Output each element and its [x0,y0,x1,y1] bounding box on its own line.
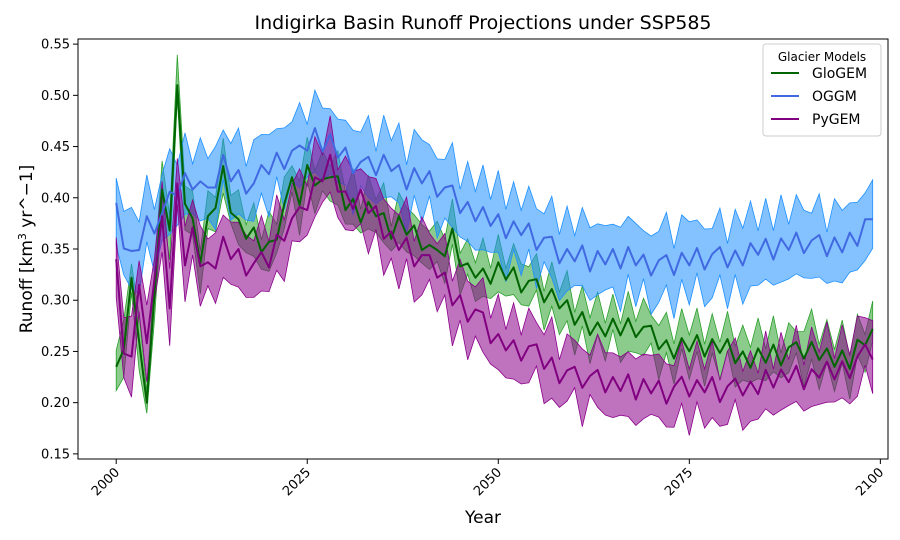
y-axis-label-main: Runoff [km [17,240,37,333]
legend-item-pygem: PyGEM [771,112,861,128]
line-glogem [115,84,874,404]
y-tick-label: 0.55 [41,38,70,53]
legend-title: Glacier Models [778,50,866,64]
y-axis-label: Runoff [km3 yr^−1] [16,165,37,334]
legend-item-oggm: OGGM [771,89,857,105]
lines-layer [115,84,874,405]
legend-label: GloGEM [812,66,867,82]
line-oggm [115,127,873,277]
y-axis-label-superscript: 3 [16,233,29,240]
chart-title: Indigirka Basin Runoff Projections under… [254,12,711,34]
band-pygem [115,115,874,436]
plot-area [77,38,889,460]
y-tick-label: 0.25 [41,345,70,360]
legend-items: GloGEM OGGM PyGEM [771,66,867,128]
legend-label: OGGM [812,89,857,105]
y-axis: 0.15 0.20 0.25 0.30 0.35 0.40 0.45 0.50 0.55 [41,38,78,462]
y-tick-label: 0.45 [41,140,70,155]
y-tick-label: 0.20 [41,396,70,411]
legend: Glacier Models GloGEM OGGM PyGEM [762,43,882,137]
y-axis-label-rest: yr^−1] [17,165,37,233]
y-tick-label: 0.50 [41,89,70,104]
y-tick-label: 0.35 [41,243,70,258]
y-tick-label: 0.15 [41,447,70,462]
y-tick-label: 0.40 [41,191,70,206]
legend-item-glogem: GloGEM [771,66,867,82]
legend-label: PyGEM [812,112,861,128]
y-tick-label: 0.30 [41,294,70,309]
line-pygem [115,153,874,405]
bands-layer [115,54,874,436]
legend-box [762,43,882,137]
x-axis-label: Year [464,508,501,528]
